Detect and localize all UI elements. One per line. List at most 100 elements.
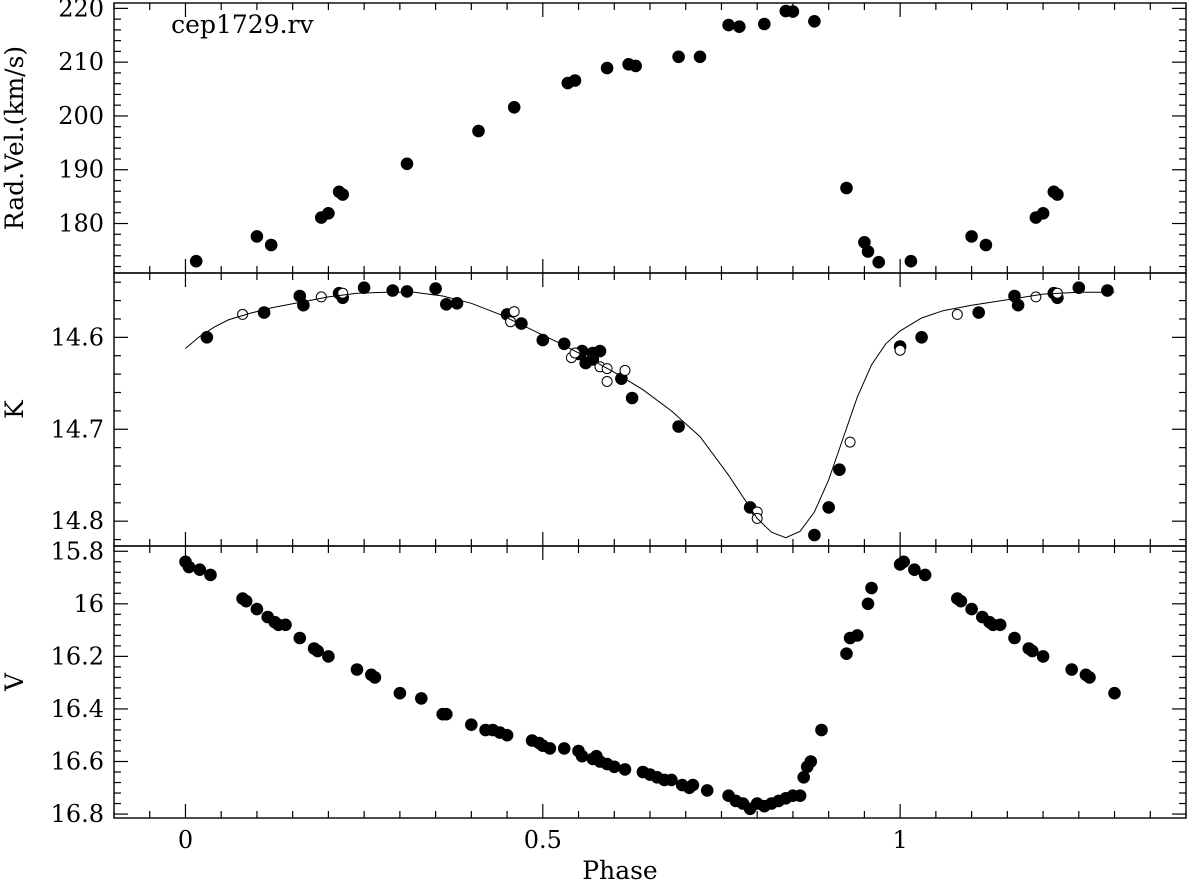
data-point-filled bbox=[189, 254, 203, 268]
data-point-open bbox=[844, 436, 856, 448]
y-tick-label: 16.4 bbox=[51, 695, 104, 723]
data-point-filled bbox=[851, 629, 864, 642]
data-point-filled bbox=[204, 568, 217, 582]
data-point-filled bbox=[257, 306, 271, 319]
data-point-filled bbox=[954, 594, 968, 608]
data-point-filled bbox=[700, 784, 714, 797]
data-point-filled bbox=[429, 282, 442, 295]
data-point-filled bbox=[393, 686, 407, 700]
data-point-filled bbox=[758, 17, 771, 31]
data-point-filled bbox=[629, 59, 643, 73]
y-tick-label: 210 bbox=[58, 48, 104, 76]
data-point-filled bbox=[279, 618, 292, 632]
data-point-filled bbox=[311, 644, 325, 658]
star-id-annotation: cep1729.rv bbox=[171, 10, 314, 39]
y-tick-label: 16.2 bbox=[51, 642, 104, 670]
y-tick-label: 16 bbox=[73, 590, 104, 618]
data-point-open bbox=[894, 344, 906, 356]
data-point-filled bbox=[368, 671, 382, 684]
data-point-filled bbox=[722, 18, 735, 32]
y-axis-title: K bbox=[0, 399, 29, 419]
data-point-filled bbox=[1051, 188, 1064, 201]
data-point-filled bbox=[972, 306, 986, 319]
data-point-filled bbox=[918, 568, 932, 582]
y-tick-label: 14.7 bbox=[51, 415, 104, 443]
data-point-open bbox=[508, 306, 520, 318]
data-point-open bbox=[337, 287, 349, 299]
data-point-filled bbox=[182, 560, 196, 574]
data-point-filled bbox=[833, 463, 846, 477]
y-tick-label: 15.8 bbox=[51, 537, 104, 565]
data-point-filled bbox=[593, 344, 607, 358]
plot-frame bbox=[113, 2, 1187, 274]
data-point-filled bbox=[979, 238, 993, 252]
y-tick-label: 14.6 bbox=[51, 323, 104, 351]
data-point-filled bbox=[872, 255, 886, 269]
data-point-filled bbox=[797, 771, 811, 784]
data-point-filled bbox=[250, 230, 264, 243]
data-point-filled bbox=[786, 5, 800, 18]
data-point-open bbox=[569, 347, 581, 359]
data-point-filled bbox=[264, 238, 278, 252]
data-point-filled bbox=[1008, 631, 1021, 645]
data-point-filled bbox=[733, 20, 746, 34]
y-tick-label: 16.6 bbox=[51, 747, 104, 775]
data-point-filled bbox=[568, 74, 582, 87]
data-point-filled bbox=[400, 157, 414, 171]
x-axis-title: Phase bbox=[582, 856, 657, 881]
data-point-filled bbox=[239, 594, 253, 608]
data-point-filled bbox=[293, 631, 307, 645]
data-point-filled bbox=[1026, 644, 1039, 658]
panel-k-band: 14.6 14.7 14.8 K bbox=[0, 272, 1187, 547]
data-point-filled bbox=[993, 618, 1007, 632]
data-point-filled bbox=[608, 760, 621, 774]
data-point-filled bbox=[804, 755, 818, 768]
data-point-filled bbox=[336, 188, 350, 201]
data-point-filled bbox=[861, 597, 875, 611]
data-point-filled bbox=[1036, 650, 1050, 663]
fit-curve bbox=[185, 291, 1115, 539]
data-point-filled bbox=[357, 281, 371, 295]
data-point-filled bbox=[1101, 284, 1114, 297]
data-point-filled bbox=[193, 563, 207, 577]
data-point-filled bbox=[793, 789, 807, 803]
data-point-filled bbox=[515, 317, 528, 330]
data-point-filled bbox=[465, 718, 478, 732]
data-point-filled bbox=[543, 742, 557, 755]
data-point-filled bbox=[915, 331, 928, 344]
data-point-open bbox=[619, 364, 631, 376]
x-tick-label: 1 bbox=[892, 826, 907, 854]
data-point-filled bbox=[575, 749, 589, 763]
plot-frame bbox=[113, 272, 1187, 547]
y-tick-label: 200 bbox=[58, 102, 104, 130]
data-point-filled bbox=[665, 773, 678, 787]
data-point-filled bbox=[350, 663, 364, 676]
data-point-filled bbox=[250, 602, 264, 616]
data-point-filled bbox=[200, 331, 214, 344]
data-point-filled bbox=[840, 181, 853, 195]
data-point-filled bbox=[600, 61, 614, 75]
data-point-filled bbox=[625, 391, 639, 405]
panel-radial-velocity: 180 190 200 210 220 Rad.Vel.(km/s) cep1729.rv bbox=[0, 0, 1187, 274]
data-point-filled bbox=[822, 501, 836, 514]
y-axis-title: Rad.Vel.(km/s) bbox=[0, 46, 29, 230]
data-point-filled bbox=[618, 763, 632, 776]
y-tick-label: 180 bbox=[58, 210, 104, 238]
data-point-filled bbox=[808, 528, 821, 542]
y-tick-label: 190 bbox=[58, 156, 104, 184]
data-point-filled bbox=[1036, 207, 1050, 220]
y-tick-label: 14.8 bbox=[51, 507, 104, 535]
data-point-filled bbox=[507, 101, 521, 114]
data-point-filled bbox=[815, 723, 828, 737]
data-point-filled bbox=[686, 778, 700, 792]
data-point-open bbox=[315, 291, 327, 303]
data-point-open bbox=[601, 376, 613, 387]
data-point-filled bbox=[672, 50, 685, 64]
data-point-filled bbox=[440, 707, 453, 721]
data-point-filled bbox=[904, 254, 918, 268]
data-point-filled bbox=[386, 284, 400, 297]
data-point-filled bbox=[908, 563, 921, 577]
y-tick-label: 16.8 bbox=[51, 800, 104, 828]
data-point-open bbox=[1030, 291, 1042, 303]
data-point-filled bbox=[472, 124, 485, 138]
